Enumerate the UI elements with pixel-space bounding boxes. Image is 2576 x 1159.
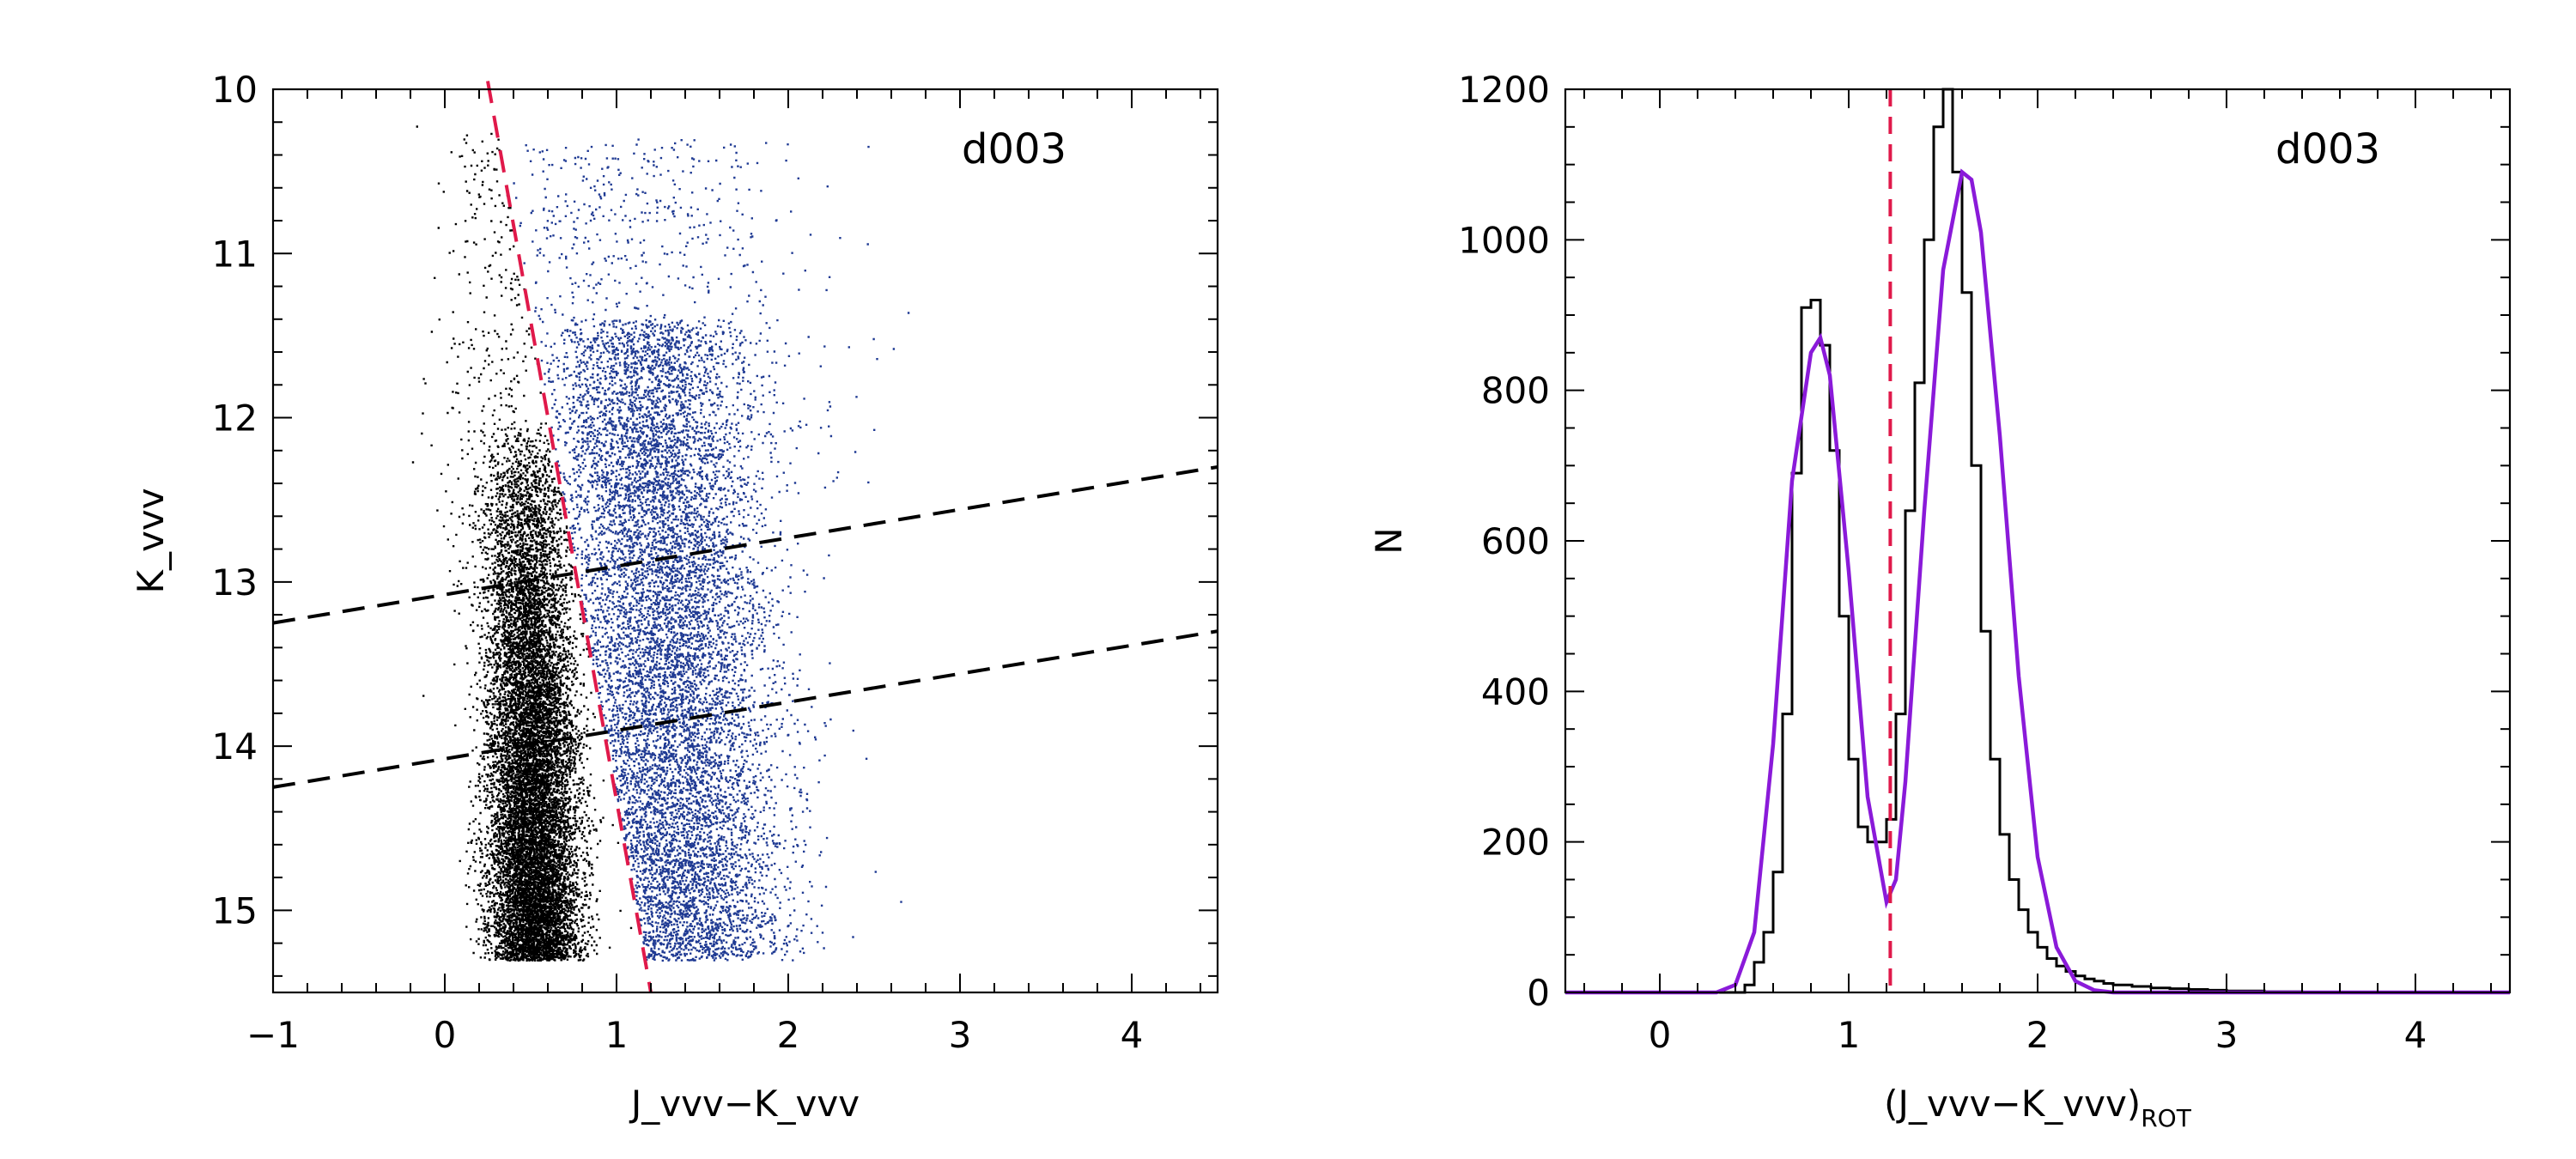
scatter-x-tick-label: 0 — [434, 1014, 457, 1056]
scatter-dashed-line-1 — [272, 464, 1218, 625]
histogram-x-axis-label: (J_vvv−K_vvv)ROT — [1884, 1083, 2192, 1132]
scatter-series-blue-points — [540, 319, 902, 962]
scatter-x-tick-label: −1 — [246, 1014, 300, 1056]
histogram-y-tick-label: 200 — [1481, 822, 1550, 864]
histogram-y-tick-label: 0 — [1527, 972, 1550, 1014]
scatter-y-tick-label: 11 — [212, 233, 258, 275]
fit-curve — [1565, 168, 2510, 995]
histogram-x-tick-label: 3 — [2215, 1014, 2239, 1056]
histogram-y-tick-label: 1000 — [1458, 219, 1550, 261]
histogram-y-tick-label: 1200 — [1458, 69, 1550, 111]
scatter-y-axis-label: K_vvv — [130, 488, 172, 593]
scatter-x-tick-label: 4 — [1121, 1014, 1144, 1056]
histogram-x-tick-label: 2 — [2026, 1014, 2050, 1056]
histogram-y-tick-label: 400 — [1481, 671, 1550, 713]
histogram-x-axis-label-subscript: ROT — [2141, 1104, 2191, 1132]
histogram-y-axis-label: N — [1368, 527, 1410, 554]
scatter-panel-label: d003 — [962, 125, 1066, 173]
histogram-y-tick-label: 800 — [1481, 370, 1550, 412]
scatter-series-blue-sparse-points — [513, 138, 910, 501]
histogram-y-tick-label: 600 — [1481, 520, 1550, 562]
scatter-x-tick-label: 1 — [605, 1014, 629, 1056]
scatter-dashed-line-2 — [272, 629, 1218, 789]
scatter-series-black-points — [422, 418, 633, 962]
scatter-y-tick-label: 14 — [212, 725, 258, 768]
histogram-panel-label: d003 — [2275, 125, 2380, 173]
histogram-x-tick-label: 1 — [1838, 1014, 1861, 1056]
scatter-y-tick-label: 15 — [212, 889, 258, 931]
scatter-y-tick-label: 13 — [212, 561, 258, 604]
scatter-x-axis-label: J_vvv−K_vvv — [629, 1083, 860, 1125]
scatter-points — [411, 125, 910, 962]
scatter-y-tick-label: 10 — [212, 69, 258, 111]
scatter-dashed-line-0 — [486, 81, 653, 993]
scatter-x-tick-label: 2 — [777, 1014, 800, 1056]
scatter-x-tick-label: 3 — [949, 1014, 972, 1056]
histogram-x-tick-label: 4 — [2404, 1014, 2427, 1056]
scatter-reference-lines — [272, 81, 1218, 993]
histogram-x-tick-label: 0 — [1649, 1014, 1672, 1056]
histogram-plot-frame — [1564, 88, 2512, 994]
histogram-panel: 0 1 2 3 4 0 200 400 600 800 1000 1200 d003 (J_vvv−K… — [1368, 69, 2512, 1132]
scatter-y-tick-label: 12 — [212, 397, 258, 440]
histogram-steps — [1565, 88, 2510, 994]
histogram-ticks: 0 1 2 3 4 0 200 400 600 800 1000 1200 — [1458, 69, 2510, 1056]
scatter-plot-frame — [271, 88, 1219, 994]
histogram-x-axis-label-main: (J_vvv−K_vvv) — [1884, 1083, 2141, 1125]
